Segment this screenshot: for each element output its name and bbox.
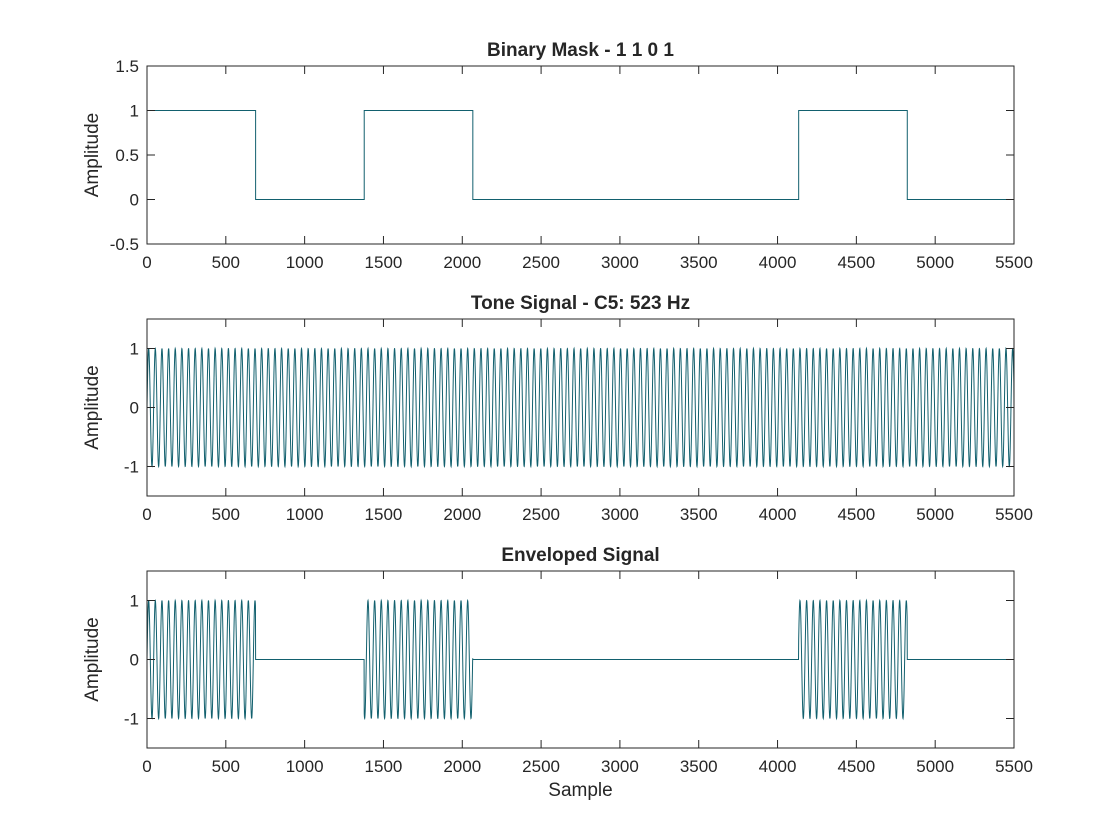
y-tick-label: 0 bbox=[130, 399, 139, 418]
y-tick-label: 1 bbox=[130, 592, 139, 611]
y-tick-label: -0.5 bbox=[110, 235, 139, 254]
x-tick-label: 500 bbox=[212, 253, 240, 272]
x-tick-label: 0 bbox=[142, 253, 151, 272]
x-tick-label: 5500 bbox=[995, 253, 1033, 272]
x-tick-label: 5000 bbox=[916, 253, 954, 272]
x-tick-label: 1000 bbox=[286, 757, 324, 776]
subplot-1: 0 500 1000 1500 2000 2500 3000 3500 4000 4500 5000… bbox=[82, 40, 1033, 272]
x-tick-label: 4500 bbox=[837, 253, 875, 272]
x-tick-label: 2500 bbox=[522, 757, 560, 776]
x-tick-label: 2000 bbox=[443, 757, 481, 776]
subplot-title: Binary Mask - 1 1 0 1 bbox=[487, 40, 674, 61]
x-tick-label: 4000 bbox=[759, 505, 797, 524]
subplot-title: Enveloped Signal bbox=[501, 545, 659, 566]
series-line bbox=[147, 110, 1014, 200]
y-axis-label: Amplitude bbox=[82, 617, 103, 702]
y-axis-label: Amplitude bbox=[82, 365, 103, 450]
x-tick-label: 5000 bbox=[916, 757, 954, 776]
x-tick-label: 3500 bbox=[680, 253, 718, 272]
x-tick-label: 2500 bbox=[522, 505, 560, 524]
x-tick-label: 1500 bbox=[365, 253, 403, 272]
x-tick-label: 2000 bbox=[443, 253, 481, 272]
y-tick-label: 1 bbox=[130, 102, 139, 121]
x-tick-label: 3000 bbox=[601, 253, 639, 272]
y-tick-label: 0.5 bbox=[115, 146, 139, 165]
subplot-title: Tone Signal - C5: 523 Hz bbox=[471, 293, 690, 314]
x-tick-label: 5500 bbox=[995, 757, 1033, 776]
x-tick-label: 1000 bbox=[286, 505, 324, 524]
x-tick-label: 2000 bbox=[443, 505, 481, 524]
x-axis-label: Sample bbox=[548, 780, 612, 801]
subplot-2: 0 500 1000 1500 2000 2500 3000 3500 4000 4500 5000… bbox=[82, 293, 1033, 524]
x-tick-label: 1500 bbox=[365, 505, 403, 524]
x-tick-label: 500 bbox=[212, 505, 240, 524]
y-axis-label: Amplitude bbox=[82, 113, 103, 198]
x-tick-label: 4500 bbox=[837, 757, 875, 776]
y-tick-label: 1 bbox=[130, 340, 139, 359]
y-tick-label: 1.5 bbox=[115, 57, 139, 76]
x-tick-label: 3500 bbox=[680, 757, 718, 776]
x-tick-label: 4000 bbox=[759, 757, 797, 776]
x-tick-label: 1500 bbox=[365, 757, 403, 776]
x-tick-label: 0 bbox=[142, 757, 151, 776]
y-tick-label: 0 bbox=[130, 651, 139, 670]
x-tick-label: 3000 bbox=[601, 505, 639, 524]
x-tick-label: 4000 bbox=[759, 253, 797, 272]
x-tick-label: 4500 bbox=[837, 505, 875, 524]
x-tick-label: 5500 bbox=[995, 505, 1033, 524]
y-tick-label: -1 bbox=[124, 458, 139, 477]
x-tick-label: 500 bbox=[212, 757, 240, 776]
x-tick-label: 3500 bbox=[680, 505, 718, 524]
x-tick-label: 2500 bbox=[522, 253, 560, 272]
series-line bbox=[147, 598, 1014, 721]
y-tick-label: 0 bbox=[130, 191, 139, 210]
series-line bbox=[147, 346, 1014, 469]
x-tick-label: 0 bbox=[142, 505, 151, 524]
x-tick-label: 1000 bbox=[286, 253, 324, 272]
x-tick-label: 3000 bbox=[601, 757, 639, 776]
x-tick-label: 5000 bbox=[916, 505, 954, 524]
y-tick-label: -1 bbox=[124, 710, 139, 729]
subplot-3: 0 500 1000 1500 2000 2500 3000 3500 4000 4500 5000… bbox=[82, 545, 1033, 801]
